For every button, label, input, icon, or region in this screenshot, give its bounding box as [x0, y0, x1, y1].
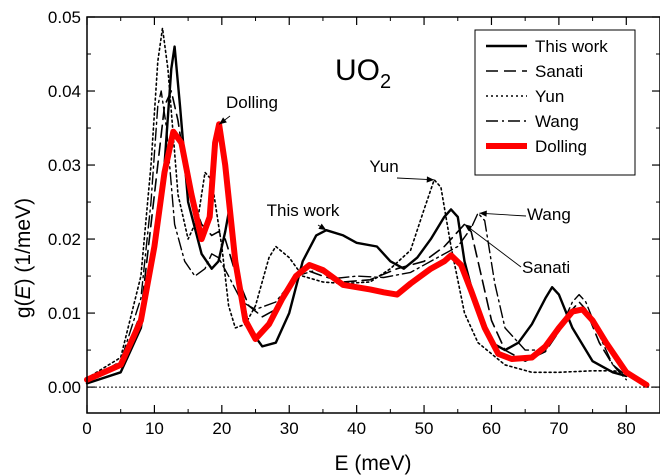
x-tick-label: 10 [145, 419, 164, 438]
x-axis-title: E (meV) [334, 452, 411, 475]
annotation-yun: Yun [369, 157, 398, 176]
annotation-wang-arrow [479, 212, 527, 217]
legend-box [474, 29, 636, 176]
chart-title: UO2 [335, 54, 391, 93]
legend: This work Sanati Yun Wang Dolling [474, 29, 636, 176]
annotation-sanati: Sanati [522, 258, 570, 277]
annotation-this-work: This work [267, 201, 340, 220]
x-tick-label: 20 [212, 419, 231, 438]
annotation-sanati-arrowhead [464, 224, 473, 232]
x-tick-label: 40 [347, 419, 366, 438]
x-tick-label: 60 [482, 419, 501, 438]
y-tick-label: 0.04 [48, 82, 81, 101]
axes-layer: 0 10 20 30 40 50 60 70 80 0.00 0.01 0.02 0.03 0.04 0.0… [48, 8, 660, 438]
series-line-this-work [85, 45, 628, 385]
y-tick-label: 0.00 [48, 378, 81, 397]
y-axis-title: g(E) (1/meV) [12, 198, 35, 318]
annotation-wang: Wang [527, 205, 571, 224]
legend-yun-label: Yun [535, 87, 564, 106]
annotation-wang-arrowhead [479, 210, 487, 217]
annotation-yun-arrowhead [426, 176, 435, 183]
annotation-layer: Dolling This work Yun Wang Sanati [218, 93, 571, 277]
legend-this-work-label: This work [535, 37, 608, 56]
legend-dolling-label: Dolling [535, 137, 587, 156]
x-tick-label: 70 [549, 419, 568, 438]
legend-wang-label: Wang [535, 112, 579, 131]
x-tick-label: 50 [415, 419, 434, 438]
chart-title-subscript: 2 [380, 71, 391, 93]
y-tick-label: 0.02 [48, 230, 81, 249]
annotation-this-work-arrowhead [318, 223, 327, 231]
y-tick-label: 0.05 [48, 8, 81, 27]
annotation-dolling-arrowhead [219, 117, 227, 125]
annotation-dolling: Dolling [226, 93, 278, 112]
x-tick-label: 30 [280, 419, 299, 438]
series-layer [84, 27, 650, 388]
annotation-sanati-arrow [464, 223, 522, 268]
series-line-dolling [84, 121, 650, 388]
y-tick-label: 0.01 [48, 304, 81, 323]
plot-frame [86, 16, 660, 414]
x-tick-label: 0 [82, 419, 91, 438]
y-tick-label: 0.03 [48, 156, 81, 175]
x-tick-label: 80 [617, 419, 636, 438]
legend-sanati-label: Sanati [535, 62, 583, 81]
